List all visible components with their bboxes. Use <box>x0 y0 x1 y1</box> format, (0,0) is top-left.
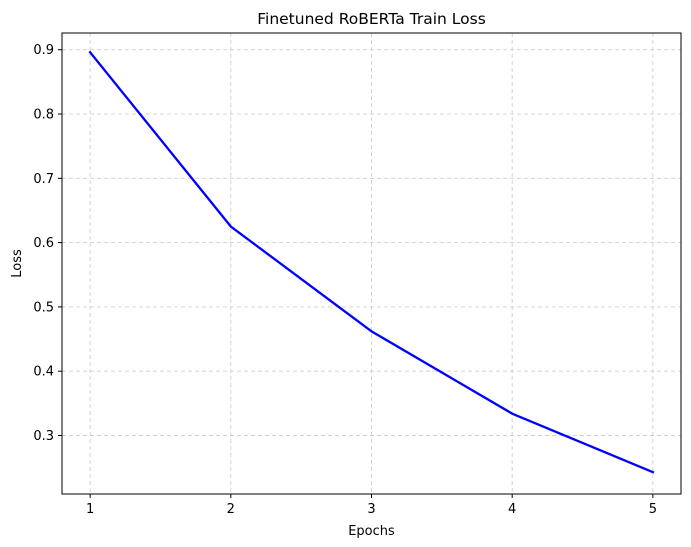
x-tick-label: 5 <box>649 502 657 517</box>
y-tick-label: 0.7 <box>33 172 54 187</box>
x-tick-label: 3 <box>367 502 375 517</box>
y-tick-label: 0.6 <box>33 236 54 251</box>
chart-title: Finetuned RoBERTa Train Loss <box>257 10 486 28</box>
x-tick-label: 4 <box>508 502 516 517</box>
y-tick-label: 0.3 <box>33 429 54 444</box>
series-layer <box>88 50 655 474</box>
grid <box>62 33 681 494</box>
x-axis-ticks: 1 2 3 4 5 <box>86 494 657 517</box>
y-tick-label: 0.9 <box>33 43 54 58</box>
y-tick-label: 0.5 <box>33 300 54 315</box>
y-tick-label: 0.8 <box>33 108 54 123</box>
y-axis-label: Loss <box>10 249 25 278</box>
x-tick-label: 2 <box>227 502 235 517</box>
x-axis-label: Epochs <box>348 524 395 539</box>
y-axis-ticks: 0.3 0.4 0.5 0.6 0.7 0.8 0.9 <box>33 43 62 444</box>
x-tick-label: 1 <box>86 502 94 517</box>
y-tick-label: 0.4 <box>33 365 54 380</box>
